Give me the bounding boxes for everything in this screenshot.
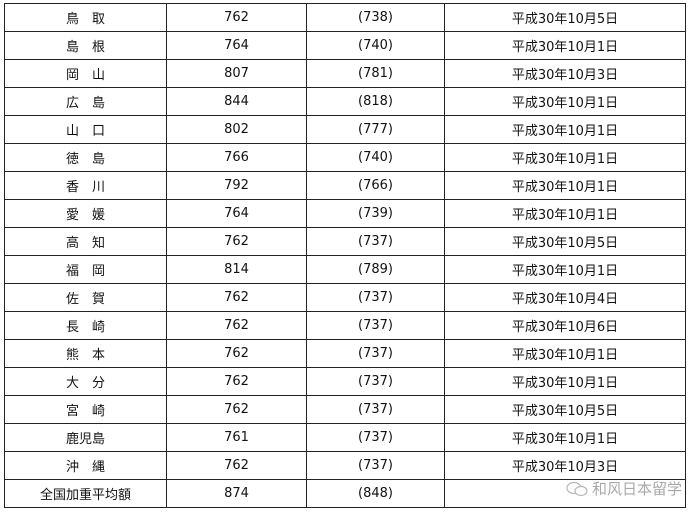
effective-date-cell: 平成30年10月1日 (444, 171, 686, 200)
minimum-wage-table: 鳥 取 762 (738) 平成30年10月5日島 根 764 (740) 平成30年10月… (4, 3, 686, 508)
wage-cell: 762 (166, 339, 307, 368)
wage-cell: 766 (166, 143, 307, 172)
wage-cell: 762 (166, 451, 307, 480)
wechat-icon (566, 481, 588, 496)
effective-date-cell: 平成30年10月1日 (444, 115, 686, 144)
previous-wage-cell: (737) (306, 395, 445, 424)
wage-cell: 792 (166, 171, 307, 200)
previous-wage-cell: (737) (306, 227, 445, 256)
table-row: 鹿児島 761 (737) 平成30年10月1日 (4, 423, 686, 452)
table-row: 愛 媛 764 (739) 平成30年10月1日 (4, 199, 686, 228)
previous-wage-cell: (739) (306, 199, 445, 228)
prefecture-cell: 宮 崎 (4, 395, 167, 424)
table-row: 島 根 764 (740) 平成30年10月1日 (4, 31, 686, 60)
wage-cell: 764 (166, 31, 307, 60)
prefecture-cell: 岡 山 (4, 59, 167, 88)
previous-wage-cell: (737) (306, 283, 445, 312)
effective-date-cell: 平成30年10月5日 (444, 227, 686, 256)
table-row: 沖 縄 762 (737) 平成30年10月3日 (4, 451, 686, 480)
prefecture-cell: 全国加重平均額 (4, 479, 167, 508)
effective-date-cell: 平成30年10月5日 (444, 395, 686, 424)
table-row: 全国加重平均額 874 (848) (4, 479, 686, 508)
wage-cell: 814 (166, 255, 307, 284)
table-row: 宮 崎 762 (737) 平成30年10月5日 (4, 395, 686, 424)
watermark: 和风日本留学 (566, 478, 682, 499)
effective-date-cell: 平成30年10月1日 (444, 255, 686, 284)
previous-wage-cell: (818) (306, 87, 445, 116)
previous-wage-cell: (781) (306, 59, 445, 88)
prefecture-cell: 高 知 (4, 227, 167, 256)
previous-wage-cell: (737) (306, 367, 445, 396)
table-row: 香 川 792 (766) 平成30年10月1日 (4, 171, 686, 200)
wage-cell: 761 (166, 423, 307, 452)
previous-wage-cell: (740) (306, 143, 445, 172)
table-row: 鳥 取 762 (738) 平成30年10月5日 (4, 3, 686, 32)
prefecture-cell: 徳 島 (4, 143, 167, 172)
effective-date-cell (444, 479, 686, 508)
wage-cell: 762 (166, 3, 307, 32)
wage-cell: 874 (166, 479, 307, 508)
wage-cell: 807 (166, 59, 307, 88)
effective-date-cell: 平成30年10月6日 (444, 311, 686, 340)
prefecture-cell: 広 島 (4, 87, 167, 116)
prefecture-cell: 長 崎 (4, 311, 167, 340)
wage-cell: 764 (166, 199, 307, 228)
prefecture-cell: 鳥 取 (4, 3, 167, 32)
effective-date-cell: 平成30年10月1日 (444, 423, 686, 452)
previous-wage-cell: (737) (306, 311, 445, 340)
previous-wage-cell: (737) (306, 339, 445, 368)
watermark-text: 和风日本留学 (591, 480, 682, 498)
effective-date-cell: 平成30年10月1日 (444, 367, 686, 396)
previous-wage-cell: (848) (306, 479, 445, 508)
prefecture-cell: 沖 縄 (4, 451, 167, 480)
wage-cell: 762 (166, 283, 307, 312)
effective-date-cell: 平成30年10月4日 (444, 283, 686, 312)
table-row: 長 崎 762 (737) 平成30年10月6日 (4, 311, 686, 340)
effective-date-cell: 平成30年10月1日 (444, 31, 686, 60)
effective-date-cell: 平成30年10月1日 (444, 87, 686, 116)
effective-date-cell: 平成30年10月1日 (444, 339, 686, 368)
prefecture-cell: 大 分 (4, 367, 167, 396)
table-row: 熊 本 762 (737) 平成30年10月1日 (4, 339, 686, 368)
effective-date-cell: 平成30年10月3日 (444, 59, 686, 88)
previous-wage-cell: (766) (306, 171, 445, 200)
table-row: 大 分 762 (737) 平成30年10月1日 (4, 367, 686, 396)
prefecture-cell: 香 川 (4, 171, 167, 200)
wage-cell: 762 (166, 227, 307, 256)
previous-wage-cell: (737) (306, 423, 445, 452)
prefecture-cell: 福 岡 (4, 255, 167, 284)
table-row: 福 岡 814 (789) 平成30年10月1日 (4, 255, 686, 284)
prefecture-cell: 島 根 (4, 31, 167, 60)
effective-date-cell: 平成30年10月5日 (444, 3, 686, 32)
effective-date-cell: 平成30年10月1日 (444, 199, 686, 228)
table-row: 徳 島 766 (740) 平成30年10月1日 (4, 143, 686, 172)
wage-cell: 762 (166, 311, 307, 340)
table-row: 高 知 762 (737) 平成30年10月5日 (4, 227, 686, 256)
prefecture-cell: 山 口 (4, 115, 167, 144)
effective-date-cell: 平成30年10月1日 (444, 143, 686, 172)
previous-wage-cell: (740) (306, 31, 445, 60)
wage-cell: 802 (166, 115, 307, 144)
effective-date-cell: 平成30年10月3日 (444, 451, 686, 480)
previous-wage-cell: (789) (306, 255, 445, 284)
prefecture-cell: 熊 本 (4, 339, 167, 368)
table-row: 岡 山 807 (781) 平成30年10月3日 (4, 59, 686, 88)
prefecture-cell: 佐 賀 (4, 283, 167, 312)
table-row: 佐 賀 762 (737) 平成30年10月4日 (4, 283, 686, 312)
table-row: 広 島 844 (818) 平成30年10月1日 (4, 87, 686, 116)
wage-cell: 762 (166, 367, 307, 396)
wage-cell: 844 (166, 87, 307, 116)
wage-cell: 762 (166, 395, 307, 424)
previous-wage-cell: (738) (306, 3, 445, 32)
prefecture-cell: 鹿児島 (4, 423, 167, 452)
previous-wage-cell: (777) (306, 115, 445, 144)
prefecture-cell: 愛 媛 (4, 199, 167, 228)
previous-wage-cell: (737) (306, 451, 445, 480)
table-row: 山 口 802 (777) 平成30年10月1日 (4, 115, 686, 144)
